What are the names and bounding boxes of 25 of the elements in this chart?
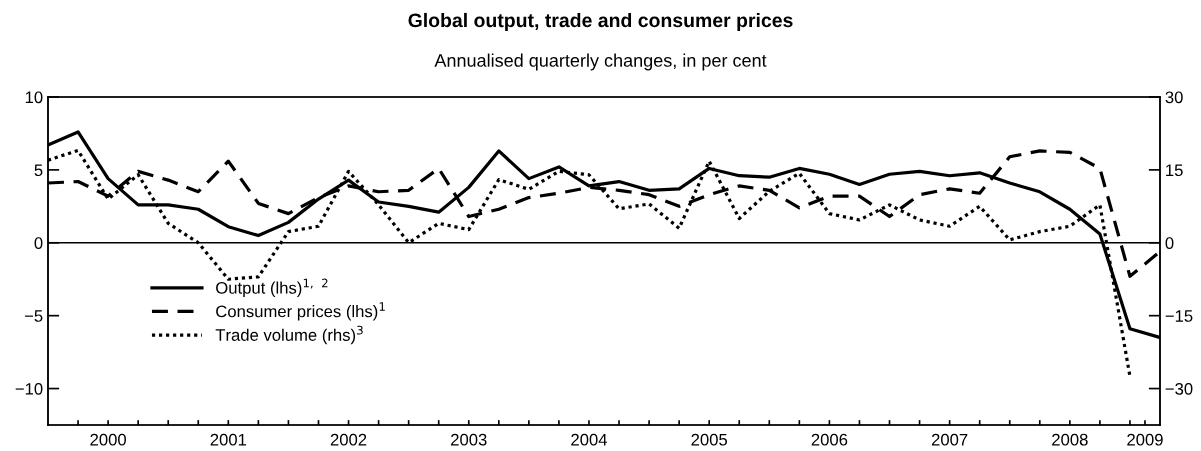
x-tick-label: 2000 — [90, 433, 126, 446]
y-tick-label: 10 — [25, 91, 43, 104]
x-tick-label: 2004 — [571, 433, 608, 446]
x-tick-label: 2008 — [1052, 433, 1088, 446]
x-tick-label: 2007 — [931, 433, 968, 446]
y2-tick-label: 0 — [1165, 237, 1174, 249]
x-tick-label: 2001 — [210, 433, 247, 446]
x-tick-label: 2003 — [451, 433, 487, 446]
legend-label: Trade volume (rhs)$^{3}$ — [215, 325, 363, 345]
y-tick-label: 0 — [34, 237, 43, 249]
y-tick-label: 5 — [34, 164, 43, 177]
y2-tick-label: 15 — [1166, 164, 1183, 177]
chart-title: Global output, trade and consumer prices — [408, 12, 793, 32]
x-tick-label: 2005 — [691, 433, 728, 446]
y2-tick-label: −15 — [1165, 310, 1193, 322]
x-tick-label: 2002 — [330, 433, 367, 446]
legend-label: Output (lhs)$^{1, 2}$ — [216, 278, 328, 298]
y2-tick-label: −30 — [1165, 382, 1193, 395]
y-tick-label: −10 — [15, 382, 43, 395]
x-tick-label: 2009 — [1127, 433, 1163, 446]
x-tick-label: 2006 — [811, 433, 848, 446]
y-tick-label: −5 — [24, 310, 43, 322]
legend-label: Consumer prices (lhs)$^{1}$ — [216, 302, 385, 321]
y2-tick-label: 30 — [1165, 91, 1183, 104]
chart-subtitle: Annualised quarterly changes, in per cent — [434, 53, 767, 71]
